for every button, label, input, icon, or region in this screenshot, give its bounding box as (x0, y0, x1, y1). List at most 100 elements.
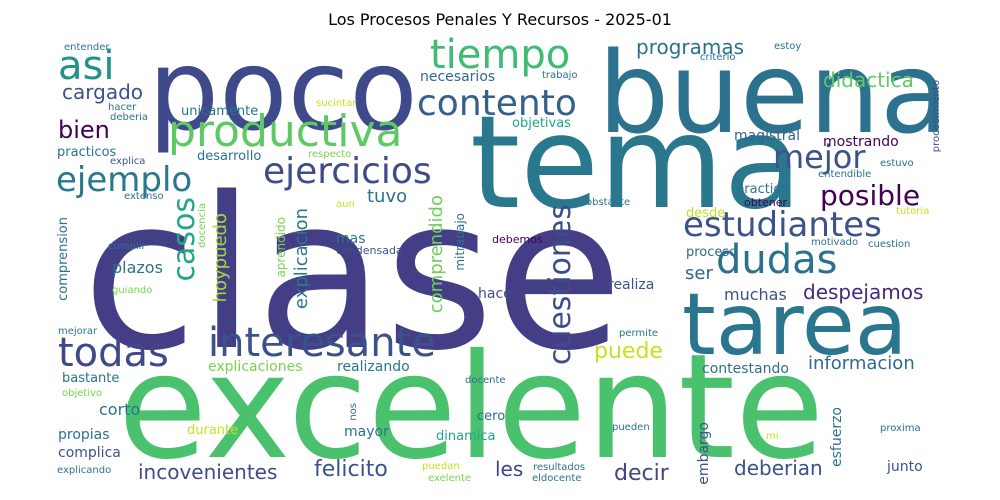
cloud-word-objetivo: objetivo (62, 388, 103, 399)
cloud-word-durante: durante (187, 423, 239, 438)
cloud-word-explica: explica (110, 156, 146, 167)
cloud-word-poco: poco (148, 35, 418, 156)
cloud-word-informacion: informacion (808, 353, 915, 374)
cloud-word-bastante: bastante (62, 371, 120, 386)
cloud-word-todas: todas (58, 330, 169, 376)
cloud-word-explicaciones: explicaciones (208, 359, 303, 375)
cloud-word-productiva: productiva (168, 106, 403, 157)
cloud-word-procedimiento: procedimiento (931, 80, 942, 153)
cloud-word-buena: buena (598, 35, 949, 159)
cloud-word-bien: bien (58, 116, 110, 144)
cloud-word-hoypuedo: hoypuedo (210, 213, 231, 303)
cloud-word-junto: junto (887, 459, 923, 475)
cloud-word-ser: ser (685, 263, 713, 284)
cloud-word-proceso: proceso (686, 245, 738, 260)
cloud-word-sucintar: sucintar (316, 98, 357, 109)
cloud-word-criterio: criterio (700, 52, 736, 63)
cloud-word-realiza: realiza (608, 277, 655, 293)
cloud-word-mi: mi (766, 431, 779, 442)
cloud-word-permite: permite (619, 328, 659, 339)
cloud-word-tarea: tarea (682, 275, 908, 375)
cloud-word-necesarios: necesarios (420, 69, 496, 85)
cloud-word-excelente: excelente (118, 323, 825, 485)
cloud-word-clase: clase (82, 152, 624, 397)
cloud-word-exelente: exelente (428, 473, 472, 484)
cloud-word-contento: contento (417, 83, 577, 124)
cloud-word-extenso: extenso (124, 191, 164, 202)
cloud-word-decir: decir (614, 461, 669, 485)
cloud-word-estuvo: estuvo (880, 158, 914, 169)
word-cloud: clase excelente tema buena poco tarea producti… (50, 35, 950, 485)
cloud-word-cero: cero (477, 409, 506, 424)
cloud-word-practica: practica (736, 182, 789, 197)
cloud-word-tuvo: tuvo (367, 186, 408, 207)
cloud-word-respecto: respecto (308, 149, 352, 160)
cloud-word-corto: corto (99, 400, 141, 419)
cloud-word-interesante: interesante (208, 320, 436, 366)
cloud-word-explicando: explicando (57, 465, 112, 476)
cloud-word-posible: posible (820, 179, 921, 212)
cloud-word-mayor: mayor (344, 424, 389, 440)
cloud-word-plazos: plazos (112, 258, 163, 277)
cloud-word-tutoria: tutoria (896, 206, 930, 217)
cloud-word-comprension: comprension (56, 217, 71, 301)
page-title: Los Procesos Penales Y Recursos - 2025-0… (328, 10, 672, 29)
cloud-word-dudas: dudas (716, 237, 838, 283)
cloud-word-docente: docente (465, 375, 506, 386)
cloud-word-obtener: obtener (744, 196, 788, 209)
cloud-word-puede: puede (594, 339, 663, 364)
cloud-word-tiempo: tiempo (430, 35, 571, 78)
cloud-word-felicito: felicito (314, 457, 388, 482)
cloud-word-cumplir: cumplir (108, 241, 146, 252)
cloud-word-embargo: embargo (696, 422, 712, 485)
cloud-word-explicacion: explicacion (291, 208, 312, 310)
cloud-word-cuestiones: cuestiones (543, 204, 578, 366)
cloud-word-estudiantes: estudiantes (683, 205, 882, 245)
cloud-word-entendible: entendible (818, 169, 872, 180)
cloud-word-casos: casos (167, 197, 202, 282)
cloud-word-condensada: condensada (336, 244, 403, 257)
cloud-word-ejemplo: ejemplo (56, 160, 193, 200)
cloud-word-pueden: pueden (612, 422, 650, 433)
cloud-word-guiando: guiando (112, 285, 153, 296)
cloud-word-resultados: resultados (533, 462, 586, 473)
cloud-word-didactica: didactica (823, 68, 914, 92)
cloud-word-contestando: contestando (702, 361, 789, 377)
cloud-word-obstante: obstante (586, 197, 631, 208)
cloud-word-unicamente: unicamente (181, 104, 259, 119)
cloud-word-nos: nos (348, 403, 359, 421)
cloud-word-realizando: realizando (337, 359, 410, 375)
cloud-word-propias: propias (58, 427, 110, 443)
cloud-word-cuestion: cuestion (868, 239, 911, 250)
cloud-word-debemos: debemos (492, 233, 543, 246)
cloud-word-estoy: estoy (774, 41, 802, 52)
cloud-word-entender: entender (64, 42, 110, 53)
cloud-word-incovenientes: incovenientes (138, 460, 278, 484)
cloud-word-asi: asi (58, 43, 115, 89)
cloud-word-proxima: proxima (880, 423, 921, 434)
cloud-word-mejorar: mejorar (58, 326, 98, 337)
cloud-word-desarrollo: desarrollo (197, 149, 262, 164)
cloud-word-les: les (495, 457, 524, 481)
cloud-word-motivado: motivado (811, 237, 859, 248)
cloud-word-aun: aun (336, 199, 355, 210)
cloud-word-mostrando: mostrando (823, 134, 899, 150)
cloud-word-magistral: magistral (734, 128, 801, 144)
cloud-word-aprendido: aprendido (274, 217, 288, 278)
cloud-word-mas: mas (336, 231, 366, 247)
cloud-word-deberian: deberian (734, 456, 823, 480)
cloud-word-objetivas: objetivas (512, 116, 571, 131)
cloud-word-hacer: hacer (108, 102, 137, 113)
cloud-word-complica: complica (58, 445, 121, 461)
cloud-word-mejor: mejor (773, 138, 866, 176)
cloud-word-trabajo: trabajo (542, 70, 578, 81)
cloud-word-cargado: cargado (62, 80, 144, 104)
cloud-word-dinamica: dinamica (436, 429, 496, 444)
cloud-word-puedan: puedan (422, 461, 460, 472)
cloud-word-comprendido: comprendido (426, 195, 447, 314)
cloud-word-hace: hace (478, 286, 512, 302)
cloud-word-eldocente: eldocente (532, 473, 582, 484)
cloud-word-mitrabajo: mitrabajo (453, 213, 467, 271)
cloud-word-programas: programas (636, 35, 745, 59)
cloud-word-muchas: muchas (724, 285, 787, 304)
